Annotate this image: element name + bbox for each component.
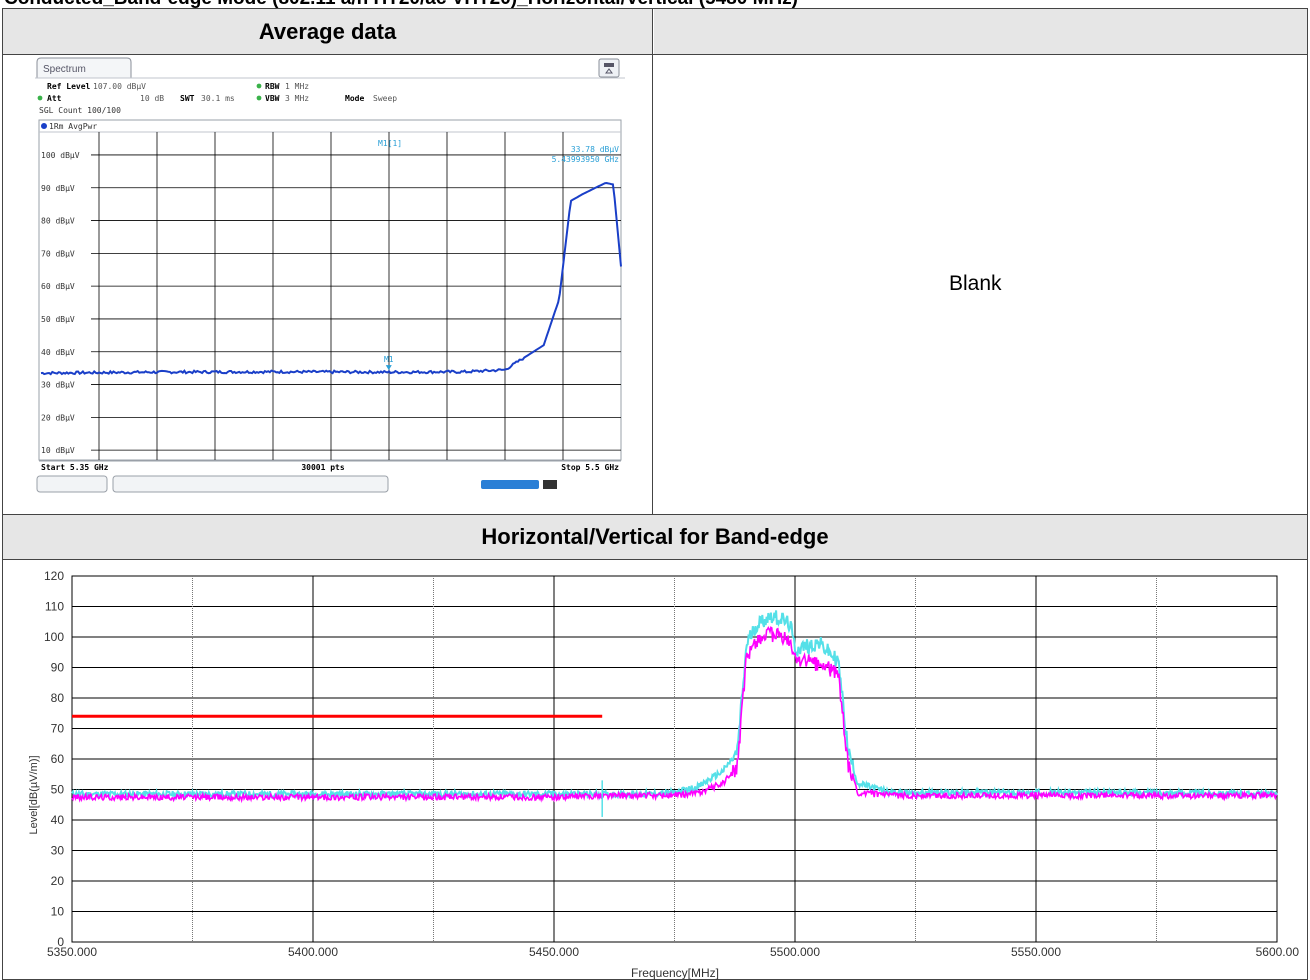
svg-text:VBW: VBW <box>265 94 280 103</box>
y-tick: 60 <box>51 752 65 766</box>
spectrum-analyzer-screen: Spectrum Ref Level 107.00 dBµV RBW 1 MHz… <box>35 56 625 496</box>
progress-bar <box>481 480 539 489</box>
spectrum-trace <box>40 181 622 376</box>
y-tick: 40 <box>51 813 65 827</box>
y-tick: 20 <box>51 874 65 888</box>
marker-tag: M1 <box>384 355 394 364</box>
rbw-label: RBW <box>265 82 280 91</box>
svg-text:SWT: SWT <box>180 94 195 103</box>
marker-info-label: M1[1] <box>378 139 402 148</box>
blank-label: Blank <box>949 272 1002 295</box>
svg-text:Ref Level: Ref Level <box>47 82 91 91</box>
x-tick: 5550.000 <box>1011 945 1061 959</box>
sweep-points: 30001 pts <box>301 463 345 472</box>
band-edge-header: Horizontal/Vertical for Band-edge <box>3 515 1307 559</box>
att-label: Att <box>47 94 62 103</box>
x-axis-label: Frequency[MHz] <box>631 966 719 980</box>
svg-text:RBW: RBW <box>265 82 280 91</box>
marker-frequency: 5.43993950 GHz <box>552 155 620 164</box>
spectrum-y-tick: 100 dBµV <box>41 151 80 160</box>
y-tick: 70 <box>51 722 65 736</box>
trace-magenta <box>71 626 1278 804</box>
swt-label: SWT <box>180 94 195 103</box>
svg-text:107.00 dBµV: 107.00 dBµV <box>93 82 146 91</box>
x-tick: 5600.00 <box>1256 945 1300 959</box>
marker-level: 33.78 dBµV <box>571 145 619 154</box>
svg-text:Att: Att <box>47 94 62 103</box>
spectrum-y-tick: 40 dBµV <box>41 348 75 357</box>
vbw-value: 3 MHz <box>285 94 309 103</box>
spectrum-y-tick: 70 dBµV <box>41 249 75 258</box>
y-tick: 10 <box>51 905 65 919</box>
sgl-count: SGL Count 100/100 <box>39 106 121 115</box>
right-column-header <box>654 9 1307 54</box>
status-icon <box>543 480 557 489</box>
mode-label: Mode <box>345 94 364 103</box>
marker-arrow <box>385 365 392 371</box>
x-tick: 5350.000 <box>47 945 97 959</box>
settings-icon <box>598 58 620 78</box>
spectrum-y-tick: 90 dBµV <box>41 184 75 193</box>
table-rule <box>3 514 1307 515</box>
svg-text:Sweep: Sweep <box>373 94 397 103</box>
y-tick: 110 <box>45 600 64 614</box>
att-value: 10 dB <box>140 94 164 103</box>
y-tick: 100 <box>44 630 64 644</box>
y-tick: 50 <box>51 783 65 797</box>
spectrum-y-tick: 50 dBµV <box>41 315 75 324</box>
rbw-value: 1 MHz <box>285 82 309 91</box>
y-axis-label: Level[dB(µV/m)] <box>28 755 40 834</box>
marker-m1: M1 <box>384 355 394 371</box>
stop-frequency: Stop 5.5 GHz <box>561 463 619 472</box>
x-tick: 5400.000 <box>288 945 338 959</box>
band-edge-chart: 0 10 20 30 40 50 60 70 80 90 100 110 120 5350.000 5400… <box>28 569 1300 980</box>
ref-level-value: 107.00 dBµV <box>93 82 146 91</box>
y-tick: 80 <box>51 691 65 705</box>
svg-text:1 MHz: 1 MHz <box>285 82 309 91</box>
y-tick: 120 <box>44 569 64 583</box>
document-heading: Conducted_Band-edge Mode (802.11 a/n HT2… <box>0 0 1310 8</box>
mode-value: Sweep <box>373 94 397 103</box>
table-rule <box>3 559 1307 560</box>
start-frequency: Start 5.35 GHz <box>41 463 109 472</box>
y-tick: 30 <box>51 844 65 858</box>
svg-text:10 dB: 10 dB <box>140 94 164 103</box>
average-data-header: Average data <box>3 9 652 54</box>
spectrum-y-tick: 10 dBµV <box>41 446 75 455</box>
y-tick: 90 <box>51 661 65 675</box>
x-tick: 5500.000 <box>770 945 820 959</box>
spectrum-y-tick: 80 dBµV <box>41 217 75 226</box>
svg-text:Mode: Mode <box>345 94 364 103</box>
swt-value: 30.1 ms <box>201 94 235 103</box>
trace-label: 1Rm AvgPwr <box>49 122 97 131</box>
ref-level-label: Ref Level <box>47 82 91 91</box>
trace-cyan <box>71 610 1278 801</box>
table-rule <box>3 54 1307 55</box>
y-tick: 0 <box>57 935 64 949</box>
vbw-label: VBW <box>265 94 280 103</box>
spectrum-tab: Spectrum <box>43 64 86 75</box>
svg-text:30.1 ms: 30.1 ms <box>201 94 235 103</box>
table-rule <box>652 9 653 514</box>
x-tick: 5450.000 <box>529 945 579 959</box>
spectrum-y-tick: 30 dBµV <box>41 381 75 390</box>
svg-text:3 MHz: 3 MHz <box>285 94 309 103</box>
spectrum-y-tick: 20 dBµV <box>41 413 75 422</box>
spectrum-y-tick: 60 dBµV <box>41 282 75 291</box>
